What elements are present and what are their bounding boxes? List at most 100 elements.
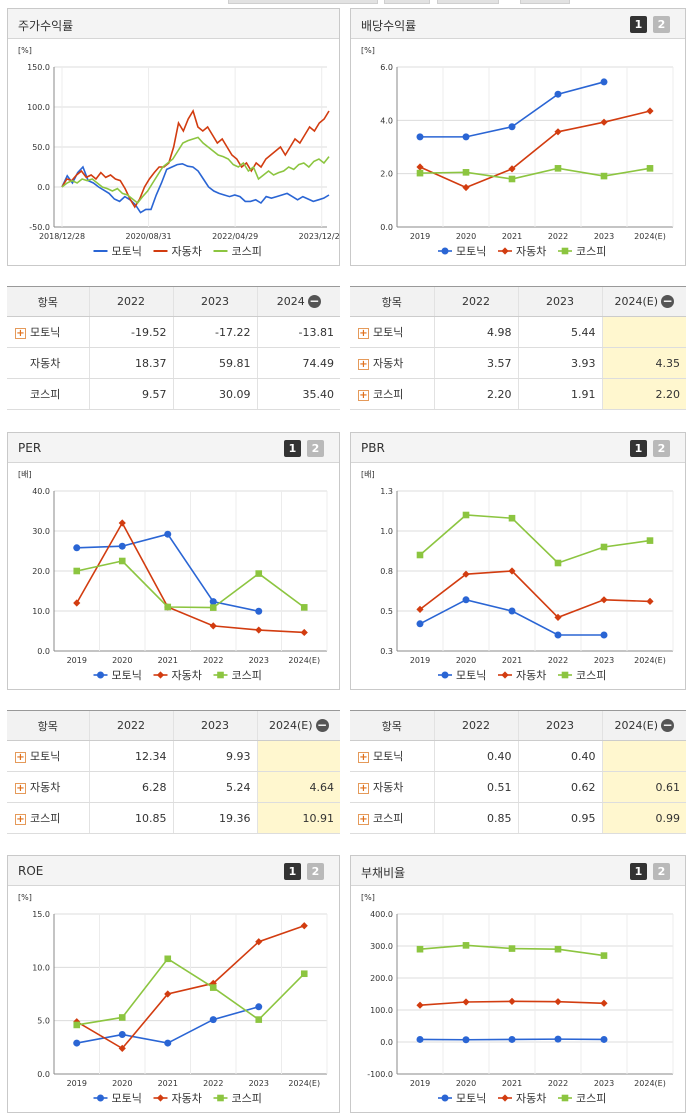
series-motonik-point[interactable] xyxy=(508,123,516,131)
series-auto-point[interactable] xyxy=(554,128,562,136)
series-auto-point[interactable] xyxy=(300,628,308,637)
expand-plus-icon[interactable]: + xyxy=(15,327,26,339)
expand-plus-icon[interactable]: + xyxy=(358,389,369,401)
series-motonik-point[interactable] xyxy=(255,607,263,615)
legend-item-motonik[interactable]: 모토닉 xyxy=(93,245,142,258)
series-kospi-point[interactable] xyxy=(416,945,424,953)
legend-item-motonik[interactable]: 모토닉 xyxy=(438,245,486,258)
expand-plus-icon[interactable]: + xyxy=(358,813,369,825)
legend-item-motonik[interactable]: 모토닉 xyxy=(438,669,486,682)
page-button-1[interactable]: 1 xyxy=(284,440,301,457)
page-button-1[interactable]: 1 xyxy=(284,863,301,880)
series-auto-point[interactable] xyxy=(416,1001,424,1009)
series-kospi-point[interactable] xyxy=(300,604,308,611)
series-motonik-point[interactable] xyxy=(73,544,81,552)
collapse-icon[interactable]: − xyxy=(661,294,675,309)
series-motonik-point[interactable] xyxy=(600,631,608,639)
series-kospi-point[interactable] xyxy=(508,175,516,183)
series-auto-point[interactable] xyxy=(600,999,608,1007)
series-auto-point[interactable] xyxy=(462,570,470,578)
series-motonik-point[interactable] xyxy=(462,1036,470,1044)
series-auto-point[interactable] xyxy=(73,599,81,607)
series-kospi-point[interactable] xyxy=(209,604,217,611)
series-kospi-point[interactable] xyxy=(164,955,172,963)
legend-item-motonik[interactable]: 모토닉 xyxy=(93,669,142,682)
legend-item-motonik[interactable]: 모토닉 xyxy=(438,1092,486,1105)
legend-item-auto[interactable]: 자동차 xyxy=(498,1092,546,1105)
collapse-icon[interactable]: − xyxy=(315,718,329,733)
expand-plus-icon[interactable]: + xyxy=(358,782,369,794)
page-button-2[interactable]: 2 xyxy=(653,863,670,880)
series-kospi-point[interactable] xyxy=(118,1014,126,1021)
series-motonik-point[interactable] xyxy=(508,1035,516,1043)
page-button-1[interactable]: 1 xyxy=(630,16,647,33)
series-auto-point[interactable] xyxy=(600,596,608,604)
series-auto-point[interactable] xyxy=(416,605,424,613)
collapse-icon[interactable]: − xyxy=(307,294,321,309)
series-kospi-point[interactable] xyxy=(300,970,308,978)
series-kospi-point[interactable] xyxy=(118,557,126,565)
series-auto-point[interactable] xyxy=(255,938,263,946)
series-kospi-point[interactable] xyxy=(209,984,217,991)
legend-item-motonik[interactable]: 모토닉 xyxy=(93,1092,142,1105)
series-motonik-point[interactable] xyxy=(118,1031,126,1039)
series-motonik-point[interactable] xyxy=(164,1039,172,1047)
top-tab[interactable] xyxy=(520,0,570,4)
expand-plus-icon[interactable]: + xyxy=(358,751,369,763)
series-auto-point[interactable] xyxy=(508,997,516,1005)
series-kospi-point[interactable] xyxy=(255,570,263,577)
top-tab[interactable] xyxy=(228,0,378,4)
series-auto-point[interactable] xyxy=(164,990,172,998)
series-motonik-point[interactable] xyxy=(255,1003,263,1011)
expand-plus-icon[interactable]: + xyxy=(15,813,26,825)
series-auto-point[interactable] xyxy=(646,107,654,115)
series-kospi-point[interactable] xyxy=(600,952,608,959)
page-button-2[interactable]: 2 xyxy=(307,440,324,457)
legend-item-kospi[interactable]: 코스피 xyxy=(558,1092,606,1105)
series-motonik-point[interactable] xyxy=(554,631,562,639)
series-kospi-point[interactable] xyxy=(508,514,516,522)
top-tab[interactable] xyxy=(384,0,430,4)
expand-plus-icon[interactable]: + xyxy=(358,327,369,339)
series-kospi-point[interactable] xyxy=(255,1016,263,1023)
series-kospi-point[interactable] xyxy=(73,567,81,575)
series-auto-point[interactable] xyxy=(600,118,608,126)
series-motonik-point[interactable] xyxy=(554,1035,562,1043)
series-motonik-point[interactable] xyxy=(416,133,424,141)
series-auto-point[interactable] xyxy=(554,998,562,1006)
series-auto-point[interactable] xyxy=(255,626,263,634)
series-motonik-point[interactable] xyxy=(600,78,608,86)
expand-plus-icon[interactable]: + xyxy=(15,751,26,763)
series-motonik-point[interactable] xyxy=(416,1035,424,1043)
expand-plus-icon[interactable]: + xyxy=(358,358,369,370)
series-motonik-point[interactable] xyxy=(416,620,424,628)
legend-item-auto[interactable]: 자동차 xyxy=(498,669,546,682)
legend-item-kospi[interactable]: 코스피 xyxy=(213,669,262,682)
page-button-2[interactable]: 2 xyxy=(653,440,670,457)
legend-item-auto[interactable]: 자동차 xyxy=(153,1092,202,1105)
collapse-icon[interactable]: − xyxy=(661,718,675,733)
series-auto-point[interactable] xyxy=(118,1044,126,1052)
series-auto-point[interactable] xyxy=(462,183,470,192)
legend-item-kospi[interactable]: 코스피 xyxy=(213,245,262,258)
page-button-2[interactable]: 2 xyxy=(307,863,324,880)
expand-plus-icon[interactable]: + xyxy=(15,782,26,794)
series-kospi-point[interactable] xyxy=(462,511,470,519)
page-button-1[interactable]: 1 xyxy=(630,863,647,880)
legend-item-auto[interactable]: 자동차 xyxy=(498,245,546,258)
legend-item-kospi[interactable]: 코스피 xyxy=(558,245,606,258)
series-auto-point[interactable] xyxy=(209,622,217,630)
series-kospi-point[interactable] xyxy=(462,169,470,176)
series-auto-point[interactable] xyxy=(462,998,470,1006)
legend-item-auto[interactable]: 자동차 xyxy=(153,669,202,682)
series-kospi-point[interactable] xyxy=(600,543,608,551)
series-kospi-point[interactable] xyxy=(416,551,424,559)
series-motonik-point[interactable] xyxy=(209,1016,217,1024)
series-auto-point[interactable] xyxy=(300,922,308,930)
series-kospi-point[interactable] xyxy=(600,172,608,180)
series-kospi-point[interactable] xyxy=(508,945,516,952)
page-button-1[interactable]: 1 xyxy=(630,440,647,457)
series-kospi-point[interactable] xyxy=(416,169,424,177)
series-kospi-point[interactable] xyxy=(554,559,562,567)
series-auto-point[interactable] xyxy=(508,567,516,575)
